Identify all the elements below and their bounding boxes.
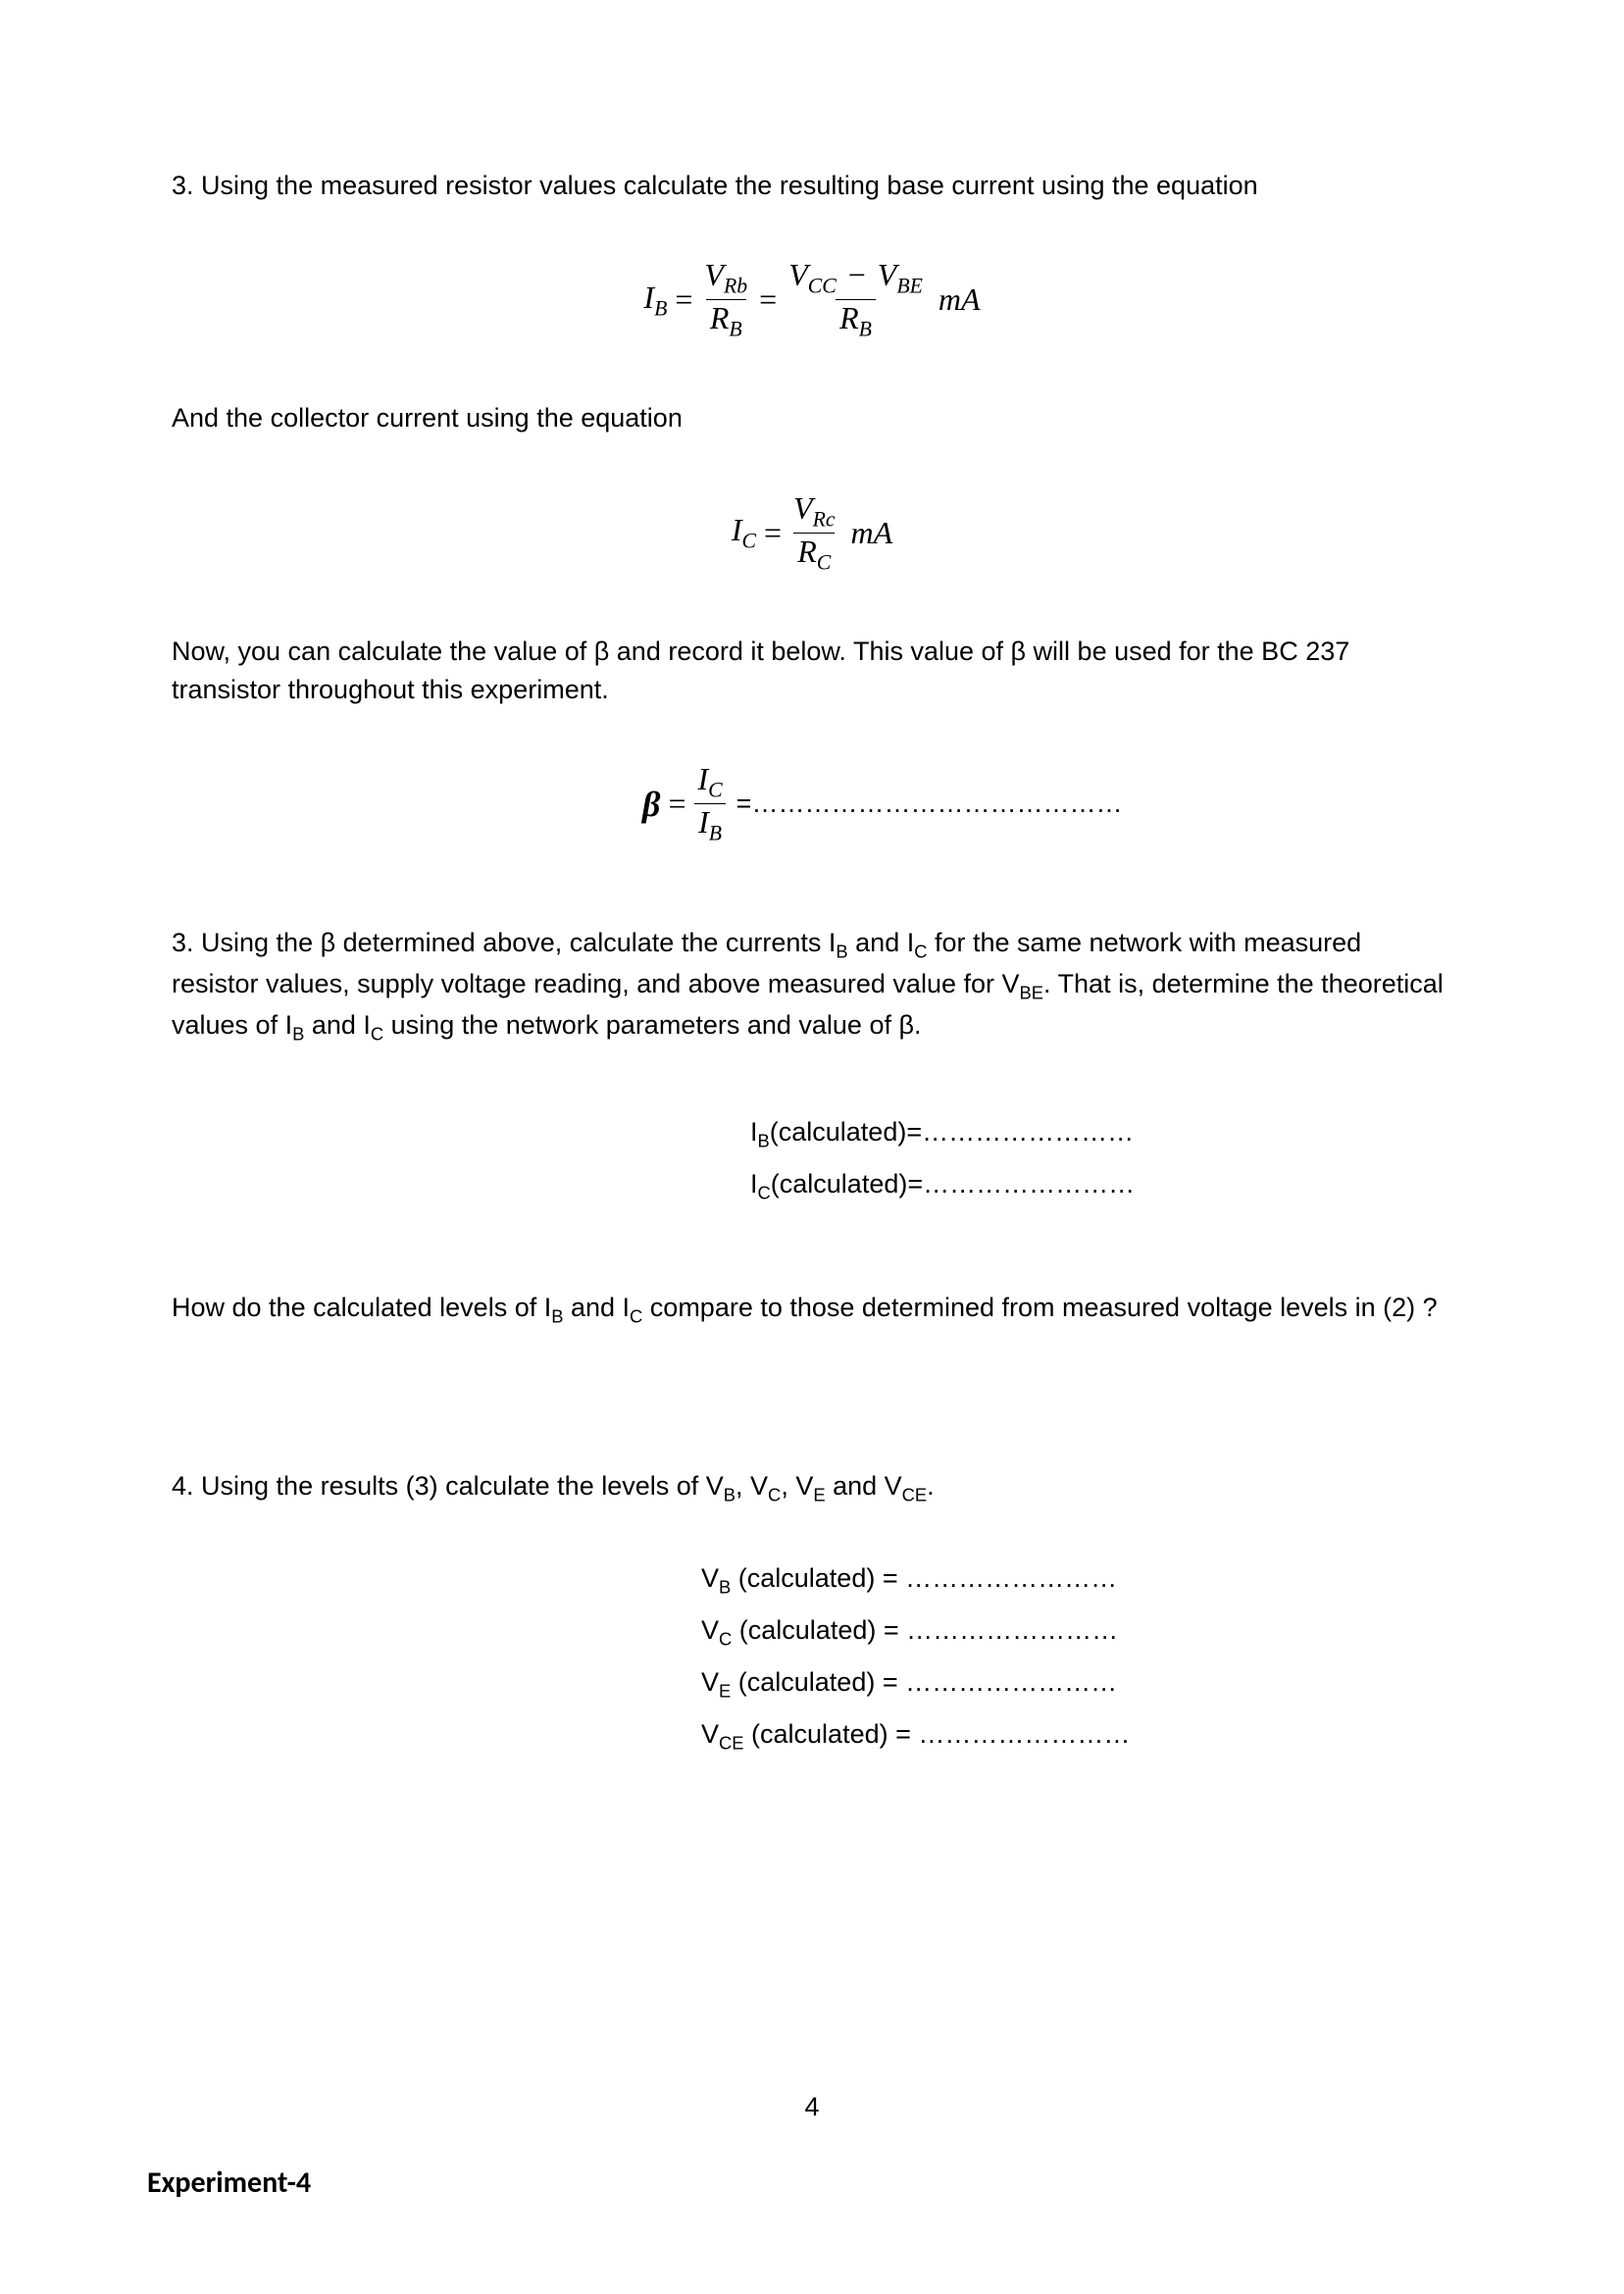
- eq1-f2-den-sub: B: [859, 318, 872, 341]
- beta-num-I: I: [698, 761, 709, 796]
- eq2-den-R: R: [797, 534, 817, 569]
- p6-sub-e: E: [813, 1484, 825, 1504]
- page-number: 4: [0, 2092, 1624, 2122]
- fill-vb-calculated: VB (calculated) = ……………………: [701, 1553, 1452, 1605]
- p6-e: .: [927, 1471, 935, 1501]
- eq2-num-sub: Rc: [813, 507, 836, 531]
- fill-vc-label: V: [701, 1615, 719, 1645]
- eq1-f1-num-V: V: [704, 257, 724, 292]
- fill-ib-calculated: IB(calculated)=……………………: [750, 1106, 1452, 1158]
- eq1-f2-num-V2: V: [878, 257, 897, 292]
- eq1-f2-num-V1: V: [788, 257, 808, 292]
- fill-vce-calculated: VCE (calculated) = ……………………: [701, 1708, 1452, 1760]
- eq1-I: I: [643, 280, 654, 315]
- beta-frac: IC IB: [694, 763, 727, 844]
- fill-vce-sub: CE: [719, 1733, 744, 1754]
- p5-sub-c: C: [630, 1305, 642, 1326]
- eq2-num-V: V: [793, 490, 813, 526]
- paragraph-beta-intro: Now, you can calculate the value of β an…: [172, 633, 1452, 709]
- fill-ic-sub: C: [758, 1182, 771, 1202]
- fill-ib-label: I: [750, 1117, 758, 1147]
- p4-e: and I: [304, 1010, 371, 1040]
- eq1-f1-num-sub: Rb: [724, 275, 747, 298]
- eq2-den-sub: C: [817, 550, 832, 574]
- p6-sub-c: C: [768, 1484, 781, 1504]
- eq2-Isub: C: [741, 529, 756, 552]
- eq1-frac2: VCC − VBE RB: [785, 259, 927, 340]
- fill-ic-calculated: IC(calculated)=……………………: [750, 1158, 1452, 1210]
- fill-vce-label: V: [701, 1719, 719, 1749]
- eq1-f1-den-sub: B: [729, 318, 741, 341]
- p4-sub-b2: B: [292, 1023, 304, 1044]
- paragraph-collector-intro: And the collector current using the equa…: [172, 399, 1452, 437]
- equation-beta: β = IC IB =……………………………………: [642, 763, 1452, 844]
- footer-experiment-label: Experiment-4: [147, 2165, 311, 2201]
- eq1-f2-den-R: R: [839, 300, 859, 335]
- fill-ic-rest: (calculated)=……………………: [771, 1169, 1135, 1198]
- p5-b: and I: [563, 1293, 630, 1322]
- p4-sub-be: BE: [1020, 982, 1044, 1002]
- fill-ve-rest: (calculated) = ……………………: [731, 1667, 1117, 1697]
- fill-ve-label: V: [701, 1667, 719, 1697]
- eq2-mA: mA: [851, 515, 893, 551]
- eq2-equals: =: [764, 515, 782, 551]
- eq1-mA: mA: [939, 281, 981, 318]
- eq1-f2-minus: −: [844, 257, 870, 292]
- eq1-Isub: B: [654, 296, 667, 320]
- p5-c: compare to those determined from measure…: [642, 1293, 1437, 1322]
- equation-collector-current: IC = VRc RC mA: [172, 492, 1452, 574]
- p4-f: using the network parameters and value o…: [383, 1010, 921, 1040]
- fill-vc-rest: (calculated) = ……………………: [732, 1615, 1118, 1645]
- paragraph-step4: 4. Using the results (3) calculate the l…: [172, 1467, 1452, 1508]
- fill-vce-rest: (calculated) = ……………………: [744, 1719, 1131, 1749]
- p6-sub-b: B: [724, 1484, 736, 1504]
- beta-dots: =……………………………………: [736, 789, 1123, 819]
- fill-ve-sub: E: [719, 1681, 731, 1702]
- eq1-f2-num-be: BE: [896, 275, 923, 298]
- p6-a: 4. Using the results (3) calculate the l…: [172, 1471, 724, 1501]
- eq1-equals-2: =: [759, 281, 777, 318]
- beta-den-I: I: [698, 804, 709, 840]
- p4-sub-c1: C: [914, 941, 927, 961]
- fill-vb-rest: (calculated) = ……………………: [731, 1563, 1117, 1593]
- eq1-frac1: VRb RB: [700, 259, 751, 340]
- p6-c: , V: [781, 1471, 813, 1501]
- fill-vb-sub: B: [719, 1576, 731, 1597]
- beta-equals: =: [668, 786, 685, 822]
- eq2-frac: VRc RC: [789, 492, 839, 574]
- beta-den-sub: B: [709, 822, 722, 845]
- beta-symbol: β: [642, 784, 660, 825]
- document-page: 3. Using the measured resistor values ca…: [0, 0, 1624, 2294]
- paragraph-compare: How do the calculated levels of IB and I…: [172, 1289, 1452, 1330]
- eq1-equals-1: =: [675, 281, 692, 318]
- eq2-I: I: [732, 512, 742, 547]
- p4-b: and I: [848, 928, 915, 957]
- beta-num-sub: C: [708, 779, 723, 802]
- fill-ic-label: I: [750, 1169, 758, 1198]
- p5-sub-b: B: [551, 1305, 563, 1326]
- fill-vc-calculated: VC (calculated) = ……………………: [701, 1605, 1452, 1657]
- p4-sub-b1: B: [836, 941, 847, 961]
- p4-sub-c2: C: [371, 1023, 383, 1044]
- paragraph-step3b: 3. Using the β determined above, calcula…: [172, 924, 1452, 1047]
- fill-vc-sub: C: [719, 1628, 732, 1649]
- paragraph-step3-intro: 3. Using the measured resistor values ca…: [172, 167, 1452, 205]
- fill-ve-calculated: VE (calculated) = ……………………: [701, 1657, 1452, 1708]
- fill-ib-rest: (calculated)=……………………: [770, 1117, 1134, 1147]
- p5-a: How do the calculated levels of I: [172, 1293, 551, 1322]
- eq1-f1-den-R: R: [710, 300, 730, 335]
- fill-vb-label: V: [701, 1563, 719, 1593]
- p6-sub-ce: CE: [902, 1484, 928, 1504]
- equation-base-current: IB = VRb RB = VCC − VBE RB mA: [172, 259, 1452, 340]
- p6-d: and V: [826, 1471, 902, 1501]
- p6-b: , V: [736, 1471, 768, 1501]
- eq1-f2-num-cc: CC: [808, 275, 837, 298]
- p4-a: 3. Using the β determined above, calcula…: [172, 928, 836, 957]
- fill-ib-sub: B: [758, 1130, 770, 1150]
